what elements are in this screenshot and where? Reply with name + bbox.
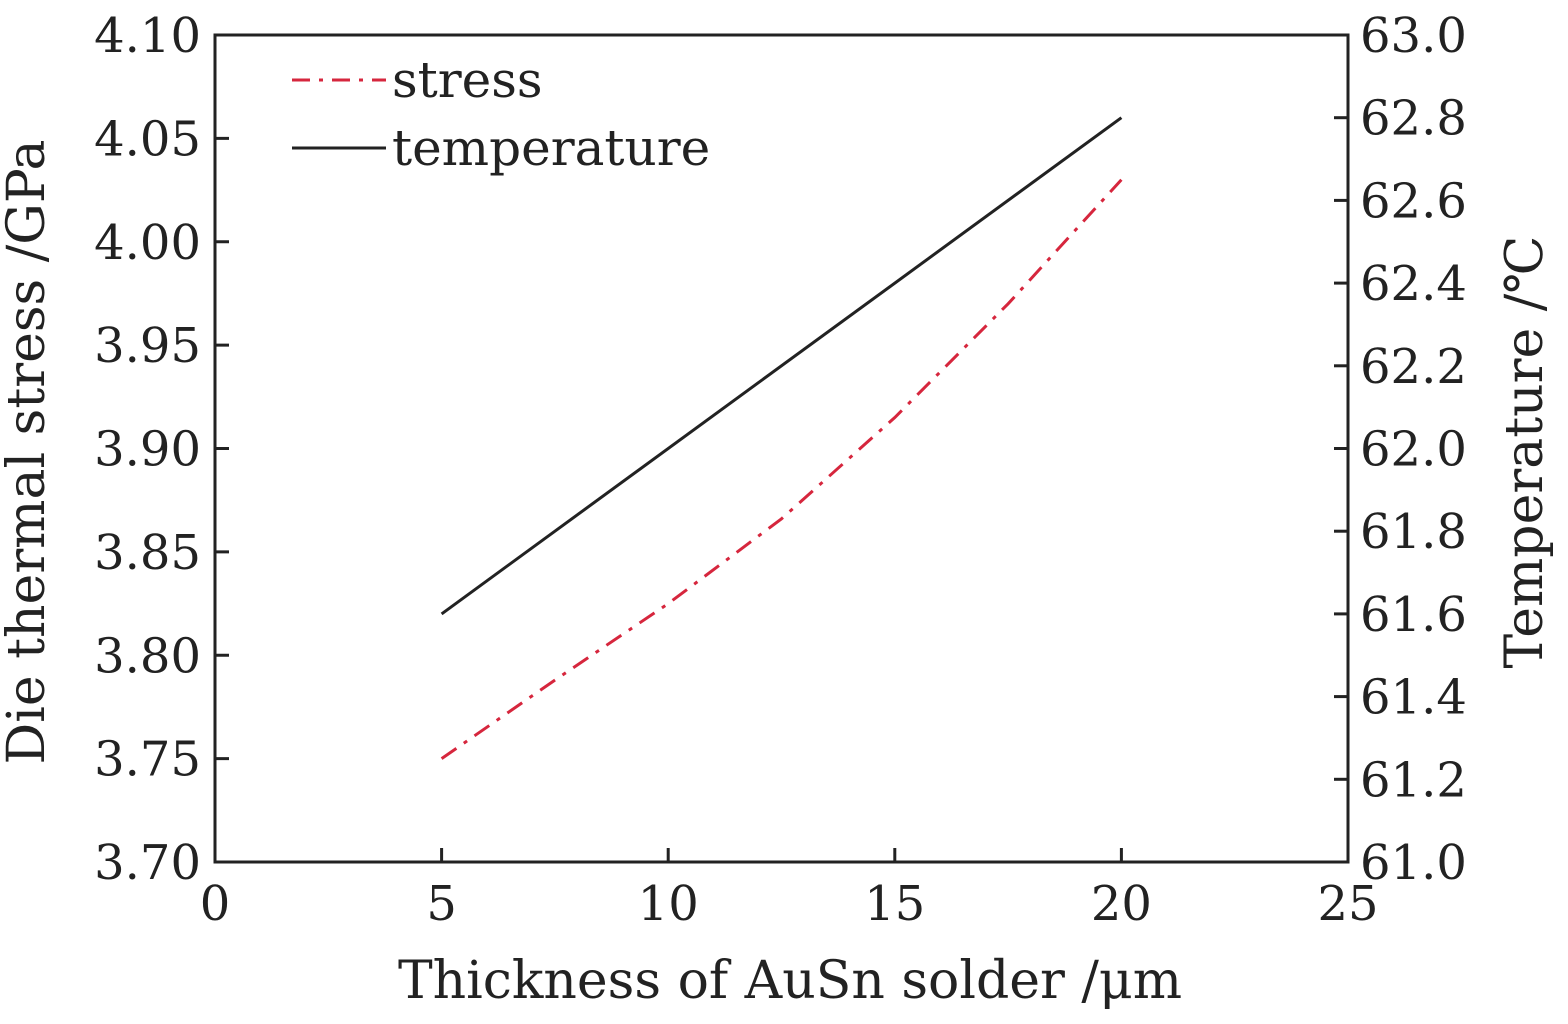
y-tick-label: 3.70 [94, 835, 201, 891]
y2-tick-label: 62.0 [1360, 422, 1467, 478]
y2-tick-label: 61.8 [1360, 504, 1467, 560]
x-tick-label: 5 [426, 876, 457, 932]
y2-tick-label: 62.4 [1360, 256, 1467, 312]
y2-tick-label: 62.8 [1360, 91, 1467, 147]
x-tick-label: 0 [200, 876, 231, 932]
y-tick-label: 4.10 [94, 8, 201, 64]
legend-label-temperature: temperature [392, 119, 710, 177]
legend: stress temperature [292, 51, 710, 177]
y-axis-title: Die thermal stress /GPa [0, 140, 57, 765]
y-tick-label: 3.85 [94, 525, 201, 581]
y-tick-label: 3.80 [94, 628, 201, 684]
y2-tick-label: 62.6 [1360, 173, 1467, 229]
y-tick-label: 3.95 [94, 318, 201, 374]
y2-tick-label: 61.4 [1360, 670, 1467, 726]
y2-tick-label: 61.2 [1360, 752, 1467, 808]
y-tick-label: 3.90 [94, 422, 201, 478]
y-tick-label: 4.05 [94, 111, 201, 167]
y2-axis-title: Temperature /℃ [1495, 236, 1555, 669]
x-tick-label: 20 [1091, 876, 1152, 932]
x-tick-label: 25 [1317, 876, 1378, 932]
x-axis-ticks: 0 5 10 15 20 25 [200, 848, 1379, 932]
y2-tick-label: 61.0 [1360, 835, 1467, 891]
legend-label-stress: stress [392, 51, 543, 109]
y-axis-ticks: 3.70 3.75 3.80 3.85 3.90 3.95 4.00 4.05 4.10 [94, 8, 229, 891]
x-axis-title: Thickness of AuSn solder /μm [398, 951, 1182, 1011]
series-layer [440, 116, 1123, 760]
series-line-stress [440, 178, 1123, 760]
y2-tick-label: 61.6 [1360, 587, 1467, 643]
x-tick-label: 10 [638, 876, 699, 932]
plot-frame [213, 33, 1350, 864]
y2-axis-ticks: 61.0 61.2 61.4 61.6 61.8 62.0 62.2 62.4 62.6 62.8… [1334, 8, 1467, 891]
y2-tick-label: 63.0 [1360, 8, 1467, 64]
series-line-temperature [440, 116, 1123, 616]
y2-tick-label: 62.2 [1360, 339, 1467, 395]
y-tick-label: 4.00 [94, 215, 201, 271]
y-tick-label: 3.75 [94, 732, 201, 788]
x-tick-label: 15 [864, 876, 925, 932]
